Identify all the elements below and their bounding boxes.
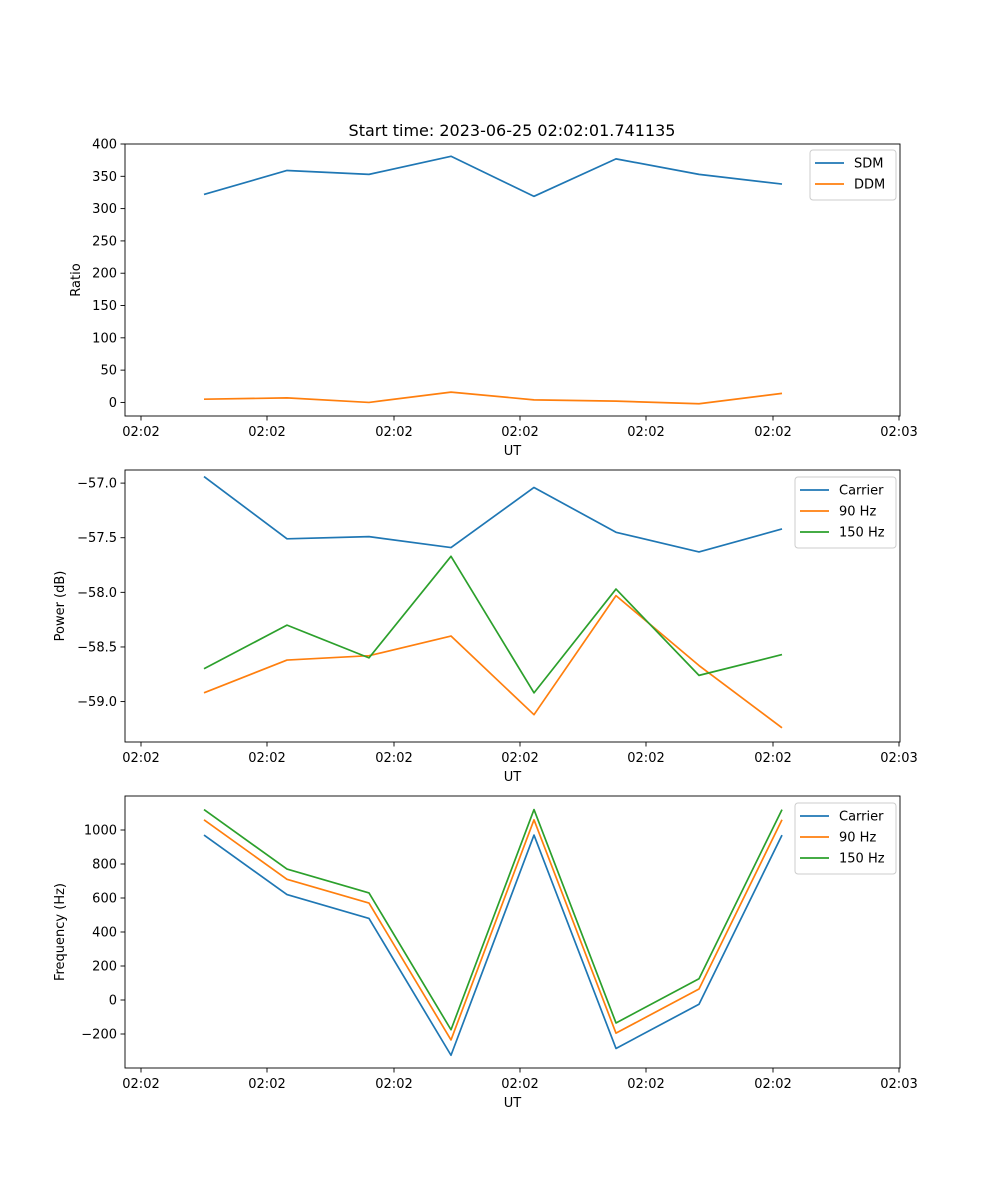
- x-axis-label: UT: [504, 770, 522, 785]
- y-tick-label: 100: [92, 331, 117, 346]
- x-tick-label: 02:02: [122, 1077, 159, 1092]
- y-tick-label: −57.0: [77, 477, 117, 492]
- y-tick-label: 800: [92, 858, 117, 873]
- y-tick-label: −58.0: [77, 586, 117, 601]
- y-tick-label: −58.5: [77, 640, 117, 655]
- chart-panel-1: 0 50 100 150 200 250 300 350 400 02:02 02:02 02:02 0…: [69, 138, 918, 460]
- x-tick-label: 02:02: [501, 1077, 538, 1092]
- legend-label: 150 Hz: [839, 852, 885, 867]
- y-axis-label: Power (dB): [53, 571, 68, 642]
- series-line-carrier: [203, 475, 783, 553]
- x-tick-label: 02:02: [754, 751, 791, 766]
- y-tick-label: 0: [109, 994, 117, 1009]
- series-line-90-hz: [203, 594, 783, 729]
- figure-title: Start time: 2023-06-25 02:02:01.741135: [349, 121, 676, 140]
- x-tick-label: 02:03: [880, 751, 917, 766]
- x-tick-label: 02:02: [248, 1077, 285, 1092]
- y-tick-label: 400: [92, 926, 117, 941]
- y-tick-label: −200: [81, 1028, 117, 1043]
- legend-label: Carrier: [839, 484, 884, 499]
- x-tick-label: 02:03: [880, 425, 917, 440]
- legend-label: DDM: [854, 178, 885, 193]
- x-axis-label: UT: [504, 1096, 522, 1111]
- y-tick-label: 600: [92, 892, 117, 907]
- x-tick-label: 02:02: [375, 1077, 412, 1092]
- y-tick-label: −59.0: [77, 695, 117, 710]
- plot-area: [124, 143, 901, 417]
- y-tick-label: 350: [92, 170, 117, 185]
- legend-label: Carrier: [839, 810, 884, 825]
- x-tick-label: 02:02: [754, 1077, 791, 1092]
- x-tick-label: 02:02: [248, 751, 285, 766]
- x-tick-label: 02:02: [627, 425, 664, 440]
- y-axis-label: Ratio: [69, 263, 84, 296]
- y-tick-label: 400: [92, 138, 117, 153]
- y-axis-label: Frequency (Hz): [53, 883, 68, 981]
- legend-label: SDM: [854, 157, 883, 172]
- x-tick-label: 02:02: [375, 751, 412, 766]
- legend-label: 90 Hz: [839, 505, 876, 520]
- series-line-sdm: [203, 155, 783, 198]
- legend-box: [794, 802, 897, 875]
- legend-label: 150 Hz: [839, 526, 885, 541]
- chart-panel-2: −59.0 −58.5 −58.0 −57.5 −57.0 02:02 02:02 02:02…: [53, 469, 918, 785]
- x-tick-label: 02:02: [501, 751, 538, 766]
- y-tick-label: 200: [92, 267, 117, 282]
- x-tick-label: 02:02: [248, 425, 285, 440]
- y-tick-label: 300: [92, 202, 117, 217]
- chart-panels: 0 50 100 150 200 250 300 350 400 02:02 02:02 02:02 0…: [53, 138, 918, 1112]
- x-tick-label: 02:02: [501, 425, 538, 440]
- legend: SDM DDM: [809, 149, 897, 201]
- x-tick-label: 02:02: [375, 425, 412, 440]
- x-tick-label: 02:02: [627, 1077, 664, 1092]
- x-tick-label: 02:02: [754, 425, 791, 440]
- series-line-carrier: [203, 834, 783, 1057]
- x-tick-label: 02:03: [880, 1077, 917, 1092]
- y-tick-label: 250: [92, 234, 117, 249]
- x-tick-label: 02:02: [122, 425, 159, 440]
- series-line-90-hz: [203, 818, 783, 1041]
- chart-panel-3: −200 0 200 400 600 800 1000 02:02 02:02 02:02 02:0…: [53, 795, 918, 1111]
- legend: Carrier 90 Hz 150 Hz: [794, 476, 897, 549]
- series-line-ddm: [203, 391, 783, 405]
- plot-area: [124, 469, 901, 743]
- series-line-150-hz: [203, 555, 783, 694]
- legend-label: 90 Hz: [839, 831, 876, 846]
- y-tick-label: 200: [92, 960, 117, 975]
- legend: Carrier 90 Hz 150 Hz: [794, 802, 897, 875]
- y-tick-label: 50: [100, 364, 117, 379]
- series-line-150-hz: [203, 808, 783, 1031]
- legend-box: [794, 476, 897, 549]
- x-tick-label: 02:02: [627, 751, 664, 766]
- y-tick-label: 1000: [84, 824, 117, 839]
- y-tick-label: 150: [92, 299, 117, 314]
- x-axis-label: UT: [504, 444, 522, 459]
- x-tick-label: 02:02: [122, 751, 159, 766]
- y-tick-label: 0: [109, 396, 117, 411]
- y-tick-label: −57.5: [77, 531, 117, 546]
